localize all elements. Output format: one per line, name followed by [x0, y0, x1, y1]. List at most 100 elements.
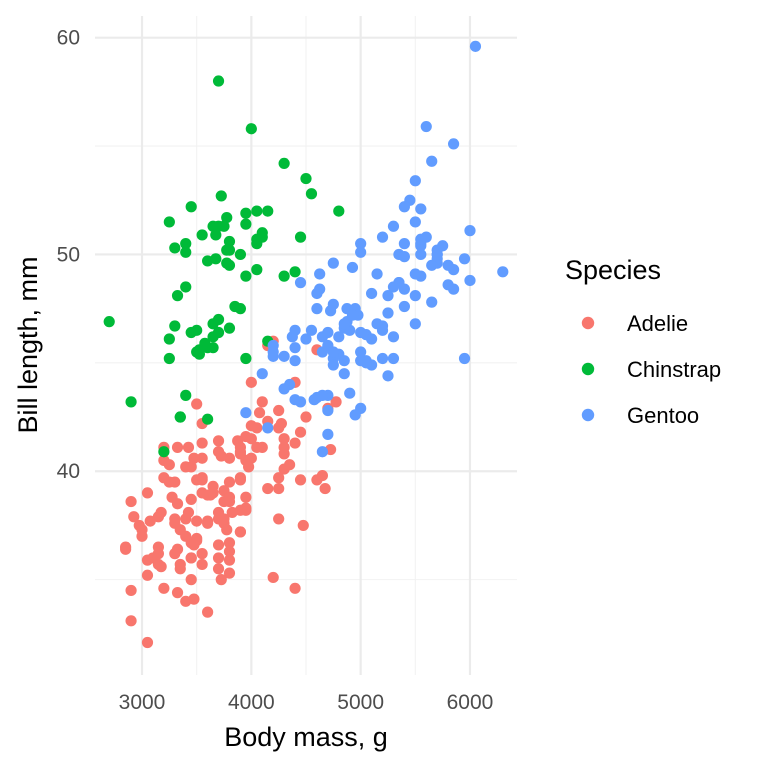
- data-point-adelie: [215, 574, 227, 586]
- data-point-adelie: [234, 441, 247, 453]
- data-point-gentoo: [355, 326, 367, 339]
- data-point-gentoo: [458, 253, 471, 265]
- y-tick-label: 60: [57, 27, 80, 50]
- data-point-gentoo: [437, 240, 449, 252]
- data-point-adelie: [169, 476, 181, 488]
- data-point-gentoo: [286, 331, 298, 343]
- data-point-gentoo: [426, 296, 438, 308]
- data-point-chinstrap: [180, 238, 192, 250]
- data-point-chinstrap: [240, 270, 252, 282]
- data-point-gentoo: [278, 383, 290, 395]
- data-point-chinstrap: [240, 352, 252, 365]
- data-point-chinstrap: [262, 205, 274, 217]
- data-point-adelie: [273, 513, 285, 525]
- data-point-adelie: [221, 524, 233, 536]
- data-point-adelie: [141, 636, 154, 649]
- data-point-adelie: [300, 411, 312, 423]
- data-point-gentoo: [387, 331, 400, 343]
- legend: Species Adelie Chinstrap Gentoo: [565, 255, 721, 428]
- y-axis-title: Bill length, mm: [13, 256, 43, 433]
- x-tick-label: 3000: [119, 691, 166, 714]
- data-point-adelie: [212, 539, 225, 551]
- data-point-adelie: [273, 472, 285, 484]
- data-point-gentoo: [464, 225, 476, 237]
- data-point-chinstrap: [223, 235, 236, 248]
- data-point-gentoo: [355, 346, 367, 358]
- data-point-adelie: [155, 506, 167, 519]
- data-point-gentoo: [382, 370, 394, 382]
- data-point-adelie: [256, 396, 268, 408]
- x-axis-ticks: 3000 4000 5000 6000: [119, 691, 494, 714]
- data-point-gentoo: [316, 446, 328, 458]
- data-point-chinstrap: [229, 300, 241, 313]
- data-point-gentoo: [305, 324, 318, 336]
- data-point-chinstrap: [294, 231, 307, 243]
- data-point-chinstrap: [245, 123, 257, 135]
- data-point-chinstrap: [196, 229, 208, 241]
- legend-key-gentoo: [581, 408, 595, 422]
- data-point-gentoo: [278, 350, 290, 362]
- data-point-gentoo: [365, 287, 378, 300]
- major-gridlines: [95, 16, 517, 675]
- data-point-gentoo: [398, 238, 410, 250]
- legend-key-adelie: [581, 316, 595, 330]
- data-point-gentoo: [311, 303, 323, 315]
- data-point-chinstrap: [163, 216, 175, 228]
- data-point-adelie: [125, 584, 137, 597]
- data-point-gentoo: [338, 355, 350, 367]
- legend-title: Species: [565, 255, 661, 285]
- data-point-adelie: [188, 452, 200, 464]
- data-point-adelie: [191, 398, 203, 410]
- data-point-adelie: [171, 441, 184, 453]
- data-point-adelie: [180, 595, 192, 607]
- data-point-chinstrap: [210, 253, 222, 265]
- data-point-adelie: [136, 524, 148, 536]
- data-point-gentoo: [398, 251, 410, 263]
- data-point-adelie: [218, 495, 230, 508]
- data-point-gentoo: [497, 266, 509, 278]
- data-point-adelie: [169, 548, 181, 560]
- data-point-gentoo: [409, 318, 421, 330]
- data-point-adelie: [273, 404, 285, 417]
- data-point-gentoo: [294, 396, 307, 408]
- data-point-gentoo: [426, 259, 438, 271]
- data-point-gentoo: [420, 231, 432, 243]
- data-point-adelie: [141, 569, 154, 581]
- data-point-gentoo: [327, 257, 339, 269]
- data-point-gentoo: [442, 279, 454, 291]
- data-point-adelie: [284, 459, 296, 471]
- data-point-adelie: [155, 561, 167, 573]
- data-point-adelie: [234, 526, 247, 538]
- data-point-gentoo: [346, 261, 359, 274]
- data-point-adelie: [212, 563, 225, 575]
- data-point-gentoo: [426, 155, 438, 167]
- data-point-gentoo: [314, 283, 326, 295]
- data-point-chinstrap: [163, 352, 175, 365]
- data-point-chinstrap: [180, 246, 192, 258]
- data-point-adelie: [267, 571, 279, 584]
- data-point-gentoo: [338, 318, 350, 330]
- data-point-chinstrap: [251, 264, 263, 276]
- data-point-adelie: [245, 376, 257, 388]
- data-point-gentoo: [409, 290, 421, 302]
- data-point-chinstrap: [221, 212, 233, 224]
- data-point-chinstrap: [221, 244, 233, 256]
- data-point-adelie: [188, 539, 200, 551]
- data-point-chinstrap: [278, 270, 290, 282]
- data-point-adelie: [223, 476, 236, 488]
- data-point-adelie: [120, 543, 132, 555]
- data-point-adelie: [141, 487, 154, 499]
- data-point-chinstrap: [207, 342, 219, 354]
- data-point-adelie: [191, 515, 203, 527]
- data-point-gentoo: [365, 333, 378, 345]
- data-point-gentoo: [355, 238, 367, 250]
- data-point-gentoo: [469, 40, 482, 52]
- data-point-chinstrap: [240, 218, 252, 230]
- data-point-gentoo: [333, 331, 345, 343]
- data-point-adelie: [202, 606, 214, 618]
- data-point-gentoo: [464, 274, 476, 287]
- data-point-gentoo: [322, 428, 334, 440]
- data-point-adelie: [174, 558, 186, 571]
- y-tick-label: 40: [57, 460, 80, 483]
